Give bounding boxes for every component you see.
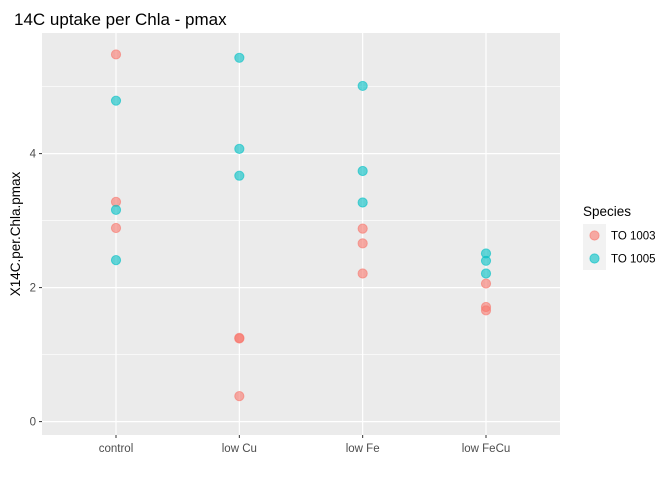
data-point	[480, 255, 492, 266]
data-point	[110, 222, 122, 234]
legend-label: TO 1005	[611, 254, 656, 266]
panel-background	[42, 33, 560, 435]
data-point	[357, 197, 368, 208]
data-point	[234, 52, 245, 63]
x-tick-label: low Fe	[346, 443, 380, 455]
x-tick-label: control	[99, 443, 134, 455]
data-point	[357, 238, 368, 249]
data-point	[234, 333, 245, 344]
data-point	[234, 391, 245, 402]
y-tick-label: 0	[30, 417, 36, 429]
data-point	[480, 268, 492, 279]
data-point	[480, 278, 492, 289]
chart-title: 14C uptake per Chla - pmax	[14, 10, 227, 29]
data-point	[110, 49, 122, 60]
data-point	[234, 143, 245, 155]
y-axis-label: X14C.per.Chla.pmax	[8, 171, 23, 296]
legend-label: TO 1003	[611, 231, 656, 243]
legend-key	[589, 253, 600, 264]
data-point	[480, 305, 492, 316]
legend: Species TO 1003 TO 1005	[583, 204, 656, 270]
x-axis: control low Cu low Fe low FeCu	[99, 435, 511, 455]
y-tick-label: 4	[30, 149, 37, 161]
x-tick-label: low Cu	[222, 443, 257, 455]
data-point	[234, 170, 245, 181]
data-point	[357, 80, 368, 92]
data-point	[357, 268, 368, 279]
data-point	[357, 165, 368, 177]
y-axis: 0 2 4	[30, 149, 42, 429]
minor-gridlines	[42, 86, 560, 355]
x-tick-label: low FeCu	[462, 443, 511, 455]
legend-title: Species	[583, 204, 631, 219]
data-point	[110, 95, 122, 106]
data-point	[110, 255, 122, 266]
data-point	[110, 204, 122, 215]
y-tick-label: 2	[30, 283, 36, 295]
data-point	[357, 223, 368, 234]
plot-panel	[42, 33, 560, 435]
data-points	[110, 49, 492, 402]
legend-key	[589, 230, 600, 241]
